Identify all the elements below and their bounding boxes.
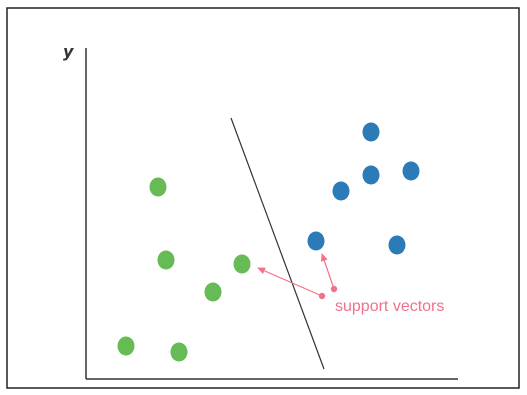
callout-anchor-dot	[330, 285, 338, 293]
blue-point	[332, 181, 350, 201]
blue-point	[362, 165, 380, 185]
callout-anchor-dot	[318, 292, 326, 300]
green-point	[149, 177, 167, 197]
green-point	[233, 254, 251, 274]
decision-boundary-line	[230, 117, 325, 370]
green-class-points	[117, 177, 251, 362]
green-point	[204, 282, 222, 302]
y-axis-label: y	[63, 42, 74, 61]
green-point	[117, 336, 135, 356]
blue-point	[362, 122, 380, 142]
blue-point	[307, 231, 325, 251]
support-vectors-callout: support vectors	[257, 253, 444, 315]
green-point	[157, 250, 175, 270]
arrow-to-blue-support-vector	[320, 253, 335, 290]
support-vectors-label: support vectors	[335, 298, 444, 315]
blue-point	[388, 235, 406, 255]
green-point	[170, 342, 188, 362]
blue-class-points	[307, 122, 420, 255]
blue-point	[402, 161, 420, 181]
figure-frame	[6, 7, 520, 389]
arrow-to-green-support-vector	[257, 267, 323, 297]
